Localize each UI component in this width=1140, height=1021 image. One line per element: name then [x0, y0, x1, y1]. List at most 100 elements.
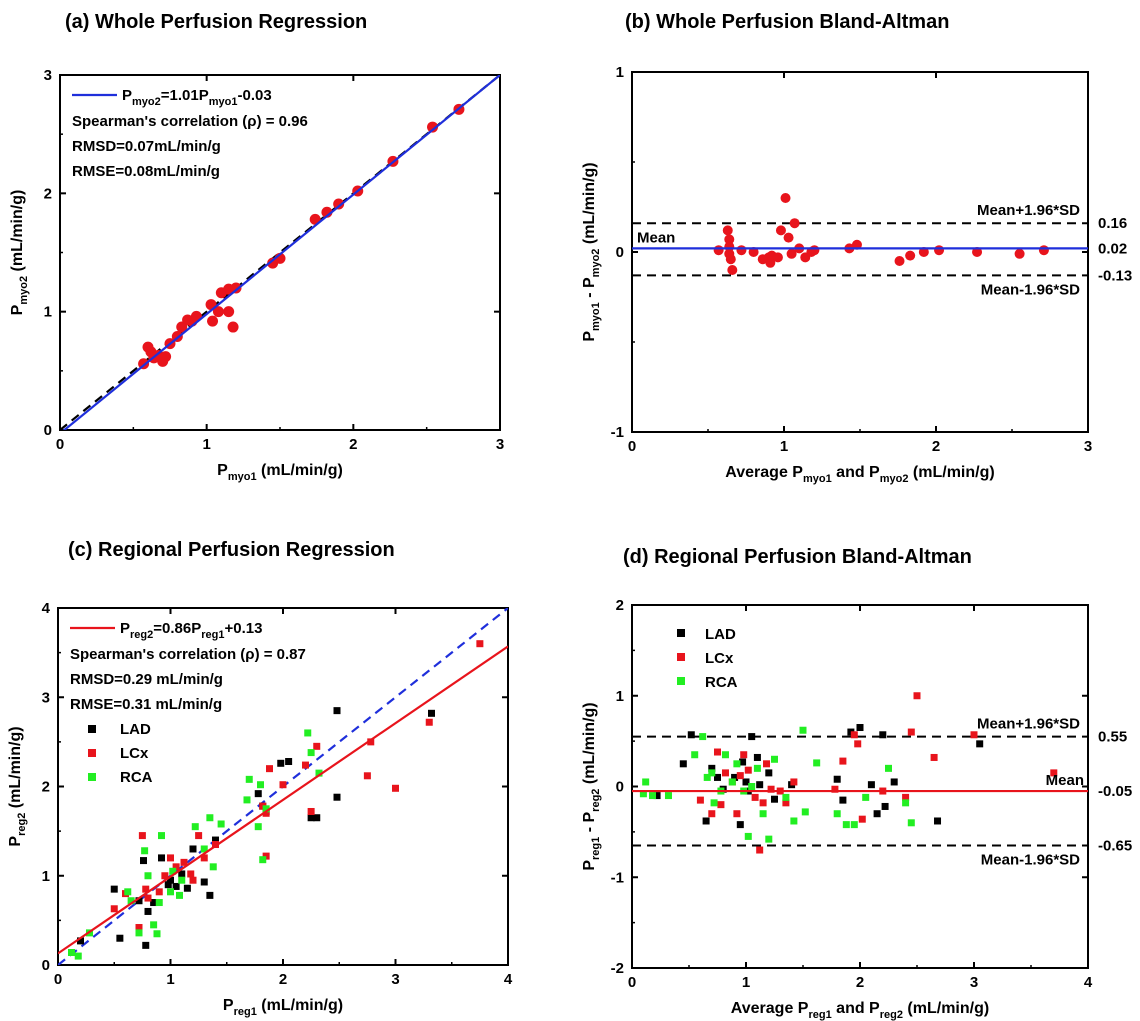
panel-title: (d) Regional Perfusion Bland-Altman — [623, 546, 972, 568]
data-point-lcx — [763, 760, 771, 768]
y-label-main: P — [581, 331, 598, 342]
data-point-lad — [313, 814, 321, 822]
eq-sub: reg1 — [201, 629, 224, 641]
legend-label: RCA — [120, 769, 153, 786]
y-tick-label: 0 — [44, 422, 52, 439]
y-label-rest: (mL/min/g) — [7, 726, 24, 812]
data-point-lcx — [425, 718, 433, 726]
data-point-rca — [759, 810, 767, 818]
stat-line: Spearman's correlation (ρ) = 0.96 — [72, 113, 308, 130]
data-point-lcx — [850, 731, 858, 739]
panel-3-axes: (d) Regional Perfusion Bland-Altman 0 1 2 3 4… — [581, 546, 1093, 1021]
data-point-rca — [257, 781, 264, 789]
data-point-lcx — [279, 781, 287, 789]
data-point-lcx — [913, 692, 921, 700]
data-point-lcx — [110, 905, 118, 913]
data-point-lad — [771, 795, 778, 803]
data-point-lcx — [907, 728, 915, 736]
stat-line: RMSE=0.08mL/min/g — [72, 163, 220, 180]
y-axis-label: Pmyo2 (mL/min/g) — [9, 190, 30, 316]
data-point-lcx — [708, 810, 716, 818]
data-point-rca — [885, 764, 892, 772]
legend-marker-lcx — [88, 749, 96, 757]
y-tick-label: 3 — [44, 67, 52, 84]
x-label-main: P — [223, 997, 234, 1014]
panel-2-axes: (c) Regional Perfusion Regression 0 1 2 3 4 0 1… — [7, 539, 513, 1018]
data-point-lcx — [696, 796, 704, 804]
data-point-lcx — [200, 854, 208, 862]
data-point-lad — [144, 907, 152, 915]
data-point-rca — [790, 817, 798, 825]
panel-title: (c) Regional Perfusion Regression — [68, 539, 395, 561]
eq-sub: myo1 — [209, 96, 238, 108]
data-point — [727, 265, 738, 275]
y-label-mid: - P — [581, 277, 598, 302]
mean-label: Mean — [1046, 772, 1084, 789]
data-point-rca — [771, 755, 778, 763]
y-tick-label: 1 — [616, 64, 624, 81]
data-point — [905, 250, 916, 261]
legend-label: LAD — [120, 721, 151, 738]
panel-title: (a) Whole Perfusion Regression — [65, 11, 367, 33]
fit-equation: Preg2=0.86Preg1+0.13 — [120, 620, 262, 641]
legend-marker-lad — [677, 629, 685, 637]
data-point — [724, 234, 735, 245]
data-point-rca — [158, 832, 165, 840]
data-point-lad — [77, 937, 84, 945]
panel-0-plot — [60, 75, 500, 430]
data-point-lad — [739, 758, 747, 766]
data-point — [789, 218, 800, 229]
mean-label: Mean — [637, 229, 675, 246]
x-tick-label: 0 — [54, 971, 62, 988]
plot-frame — [631, 604, 1089, 969]
lower-limit-label: Mean-1.96*SD — [981, 281, 1080, 298]
data-point-lad — [687, 731, 695, 739]
data-point-rca — [200, 845, 208, 853]
data-point-lad — [164, 881, 172, 889]
y-tick-label: 1 — [44, 304, 52, 321]
panel-1-plot — [632, 193, 1088, 277]
data-point-rca — [639, 790, 647, 798]
data-point-rca — [169, 867, 177, 875]
data-point-lcx — [135, 924, 143, 932]
data-point-rca — [907, 819, 915, 827]
data-point — [713, 245, 724, 256]
data-point-rca — [243, 796, 251, 804]
data-point-lad — [756, 781, 764, 789]
data-point-rca — [178, 876, 186, 884]
data-point-rca — [642, 778, 650, 786]
y-tick-label: 0 — [616, 244, 624, 261]
data-point-lcx — [195, 832, 203, 840]
data-point — [207, 315, 219, 327]
data-point-rca — [135, 929, 143, 937]
x-label-rest: (mL/min/g) — [908, 464, 994, 481]
data-point — [809, 245, 820, 256]
data-point — [722, 225, 733, 236]
data-point-lcx — [307, 807, 315, 815]
data-point-lcx — [266, 765, 273, 773]
legend-marker-rca — [88, 773, 96, 781]
data-point-lad — [212, 836, 219, 844]
stat-line: RMSD=0.07mL/min/g — [72, 138, 221, 155]
x-label-rest: (mL/min/g) — [903, 1000, 989, 1017]
limit-value-label: -0.05 — [1098, 783, 1132, 800]
data-point-lad — [189, 845, 197, 853]
data-point-lcx — [262, 852, 270, 860]
data-point-lad — [702, 817, 710, 825]
data-point-rca — [254, 823, 262, 831]
data-point-rca — [699, 733, 707, 741]
x-axis-label: Average Preg1 and Preg2 (mL/min/g) — [731, 1000, 989, 1021]
data-point-lcx — [717, 801, 725, 809]
panel-1-annotation: Mean+1.96*SD Mean-1.96*SD Mean 0.16 0.02 -0.1… — [637, 202, 1132, 298]
y-label-main: P — [581, 860, 598, 871]
data-point — [725, 254, 736, 265]
limit-value-label: -0.13 — [1098, 267, 1132, 284]
data-point-rca — [144, 872, 152, 880]
data-point-lcx — [733, 810, 741, 818]
data-point-lcx — [714, 748, 721, 756]
data-point-rca — [782, 793, 790, 801]
x-tick-label: 3 — [391, 971, 399, 988]
data-point-lcx — [187, 870, 195, 878]
x-tick-label: 2 — [932, 438, 940, 455]
